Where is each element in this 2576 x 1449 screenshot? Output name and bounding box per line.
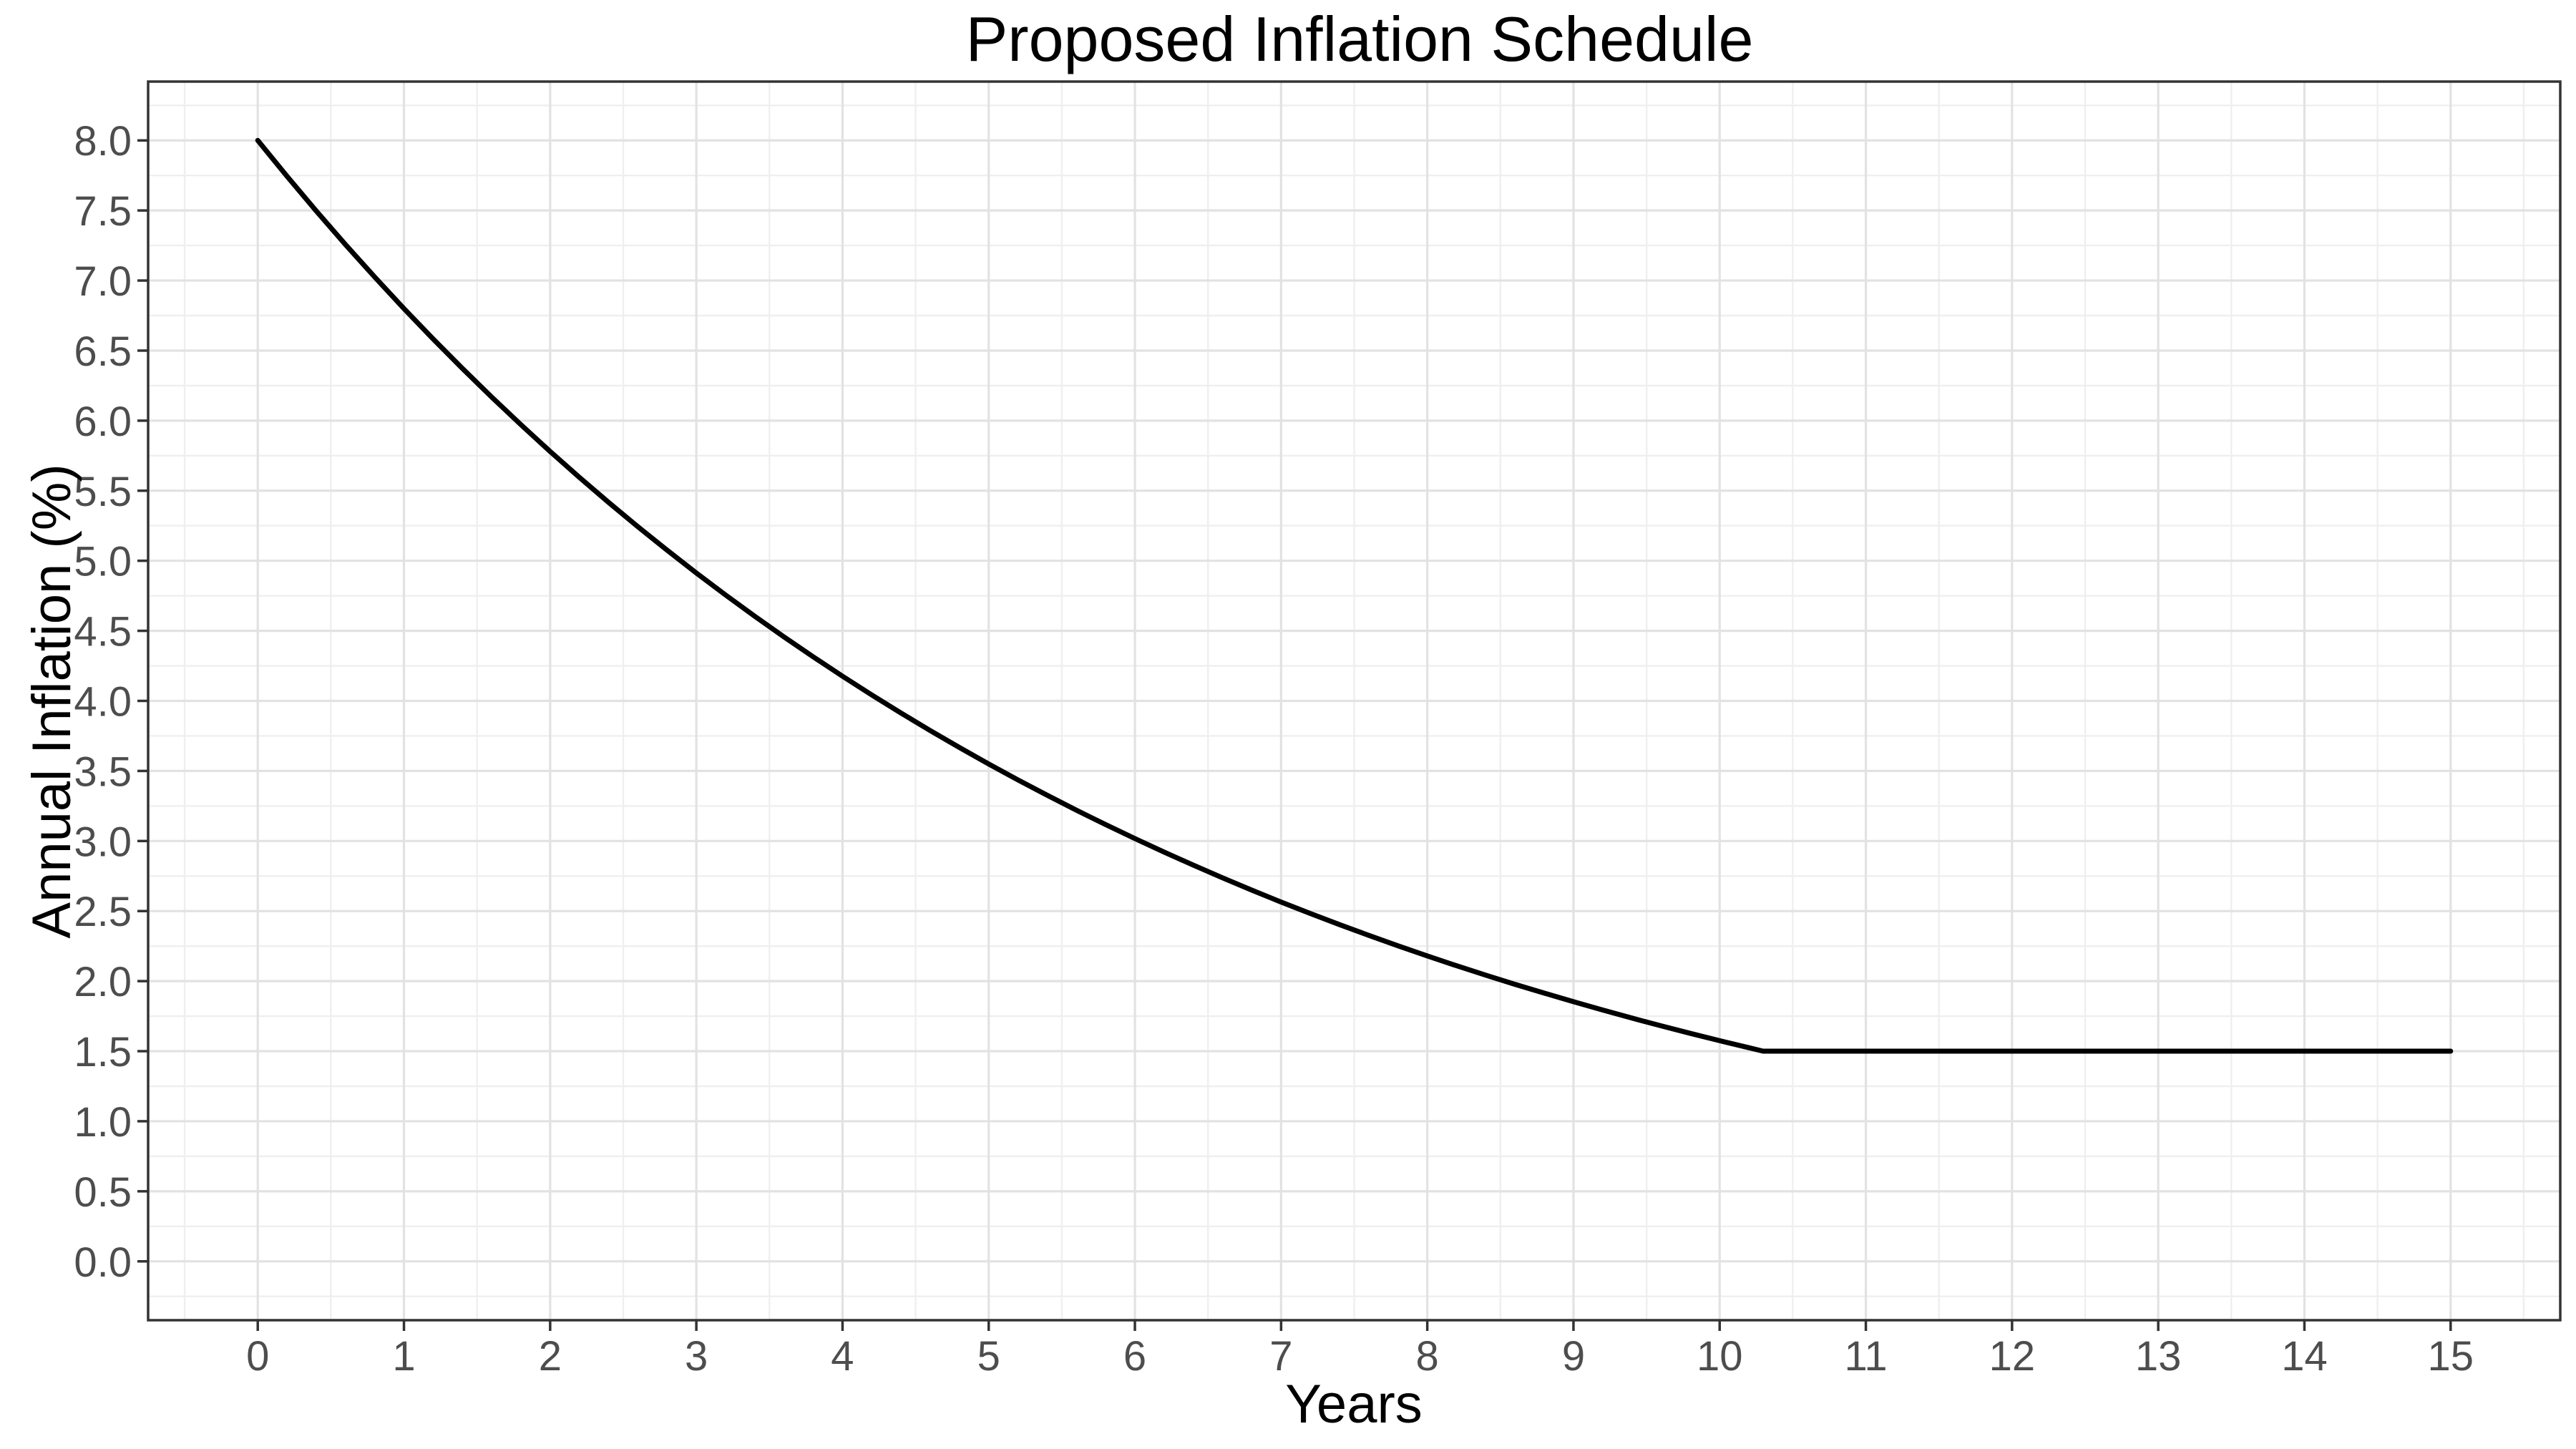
y-axis-title: Annual Inflation (%): [21, 464, 82, 938]
x-tick-label: 7: [1269, 1333, 1292, 1380]
x-axis-title: Years: [1285, 1374, 1423, 1435]
y-tick-label: 0.0: [74, 1239, 132, 1286]
inflation-curve: [255, 137, 2454, 1054]
x-tick-label: 3: [685, 1333, 708, 1380]
x-tick-label: 1: [392, 1333, 415, 1380]
y-tick-label: 5.5: [74, 469, 132, 515]
series-lines: [255, 137, 2454, 1054]
y-tick-label: 7.5: [74, 188, 132, 235]
y-tick-label: 8.0: [74, 118, 132, 165]
y-tick-label: 3.5: [74, 748, 132, 795]
y-tick-label: 5.0: [74, 539, 132, 585]
axis-ticks: [137, 139, 2452, 1331]
x-tick-label: 15: [2428, 1333, 2474, 1380]
y-tick-label: 1.5: [74, 1029, 132, 1075]
y-tick-label: 7.0: [74, 258, 132, 305]
x-tick-label: 14: [2281, 1333, 2328, 1380]
x-tick-label: 0: [246, 1333, 269, 1380]
y-tick-label: 6.5: [74, 328, 132, 375]
y-tick-label: 1.0: [74, 1099, 132, 1146]
y-tick-label: 4.0: [74, 679, 132, 726]
x-tick-label: 4: [831, 1333, 854, 1380]
x-tick-label: 5: [977, 1333, 1000, 1380]
major-gridlines: [148, 82, 2560, 1320]
axis-tick-labels: 0 1 2 3 4 5 6 7 8 9 10 11 12 13 14 150.00.51.01.52.02.5…: [74, 118, 2474, 1380]
y-tick-label: 6.0: [74, 399, 132, 445]
x-tick-label: 11: [1844, 1333, 1887, 1380]
y-tick-label: 2.0: [74, 959, 132, 1005]
y-tick-label: 0.5: [74, 1169, 132, 1216]
x-tick-label: 10: [1697, 1333, 1743, 1380]
x-tick-label: 2: [539, 1333, 562, 1380]
chart-title: Proposed Inflation Schedule: [966, 4, 1754, 74]
x-tick-label: 12: [1989, 1333, 2036, 1380]
y-tick-label: 2.5: [74, 889, 132, 935]
y-tick-label: 4.5: [74, 609, 132, 655]
x-tick-label: 8: [1416, 1333, 1439, 1380]
x-tick-label: 13: [2135, 1333, 2182, 1380]
y-tick-label: 3.0: [74, 819, 132, 865]
x-tick-label: 9: [1562, 1333, 1585, 1380]
x-tick-label: 6: [1123, 1333, 1146, 1380]
